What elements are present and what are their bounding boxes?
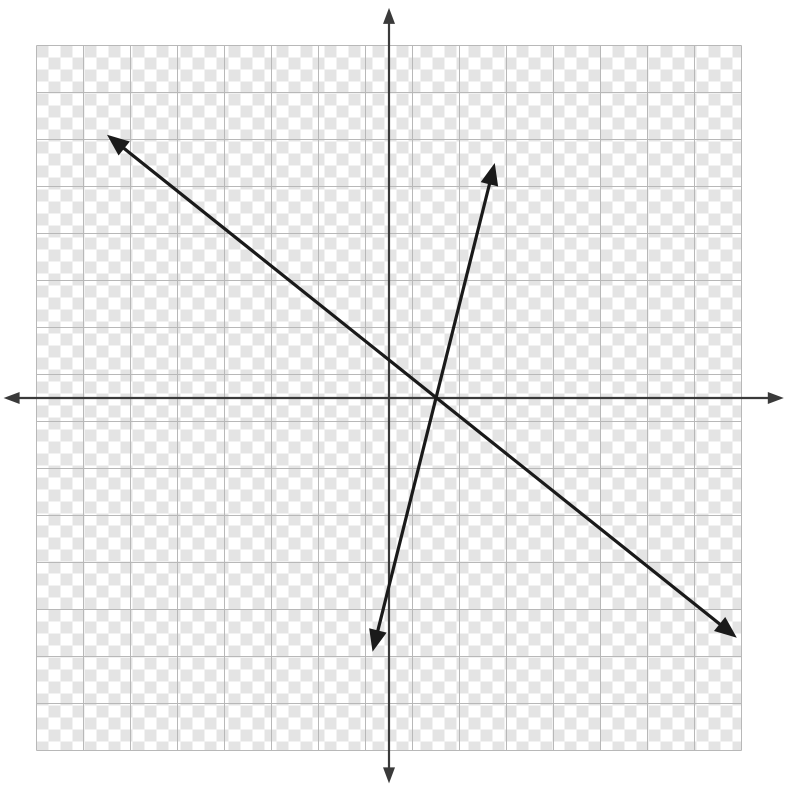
coordinate-plot [0, 0, 800, 795]
